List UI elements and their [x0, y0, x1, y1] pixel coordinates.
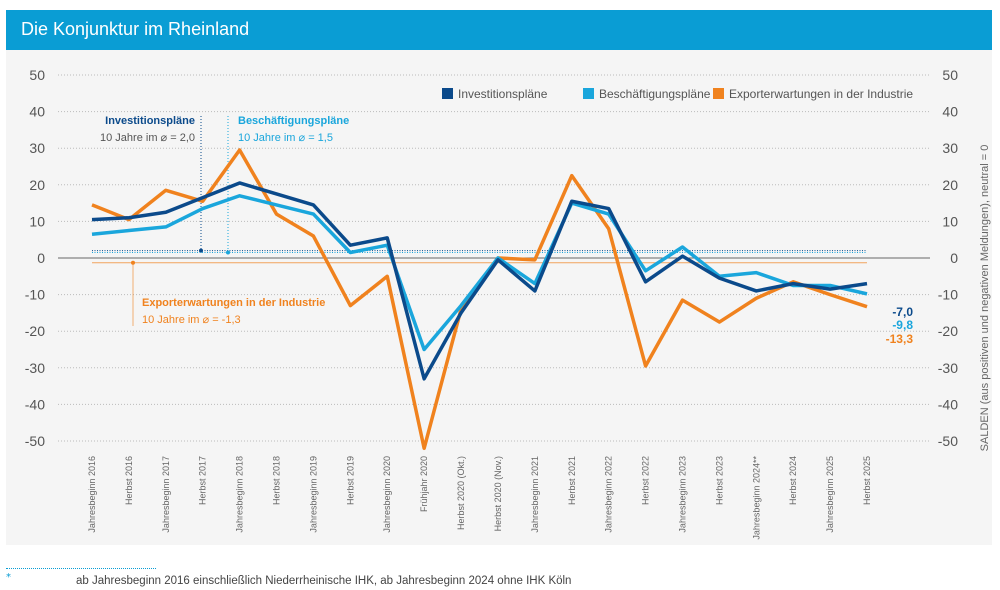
legend-swatch	[442, 88, 453, 99]
footnote-marker: *	[6, 572, 11, 583]
x-tick-label: Herbst 2019	[345, 456, 355, 505]
y-tick-left: 50	[29, 67, 45, 83]
x-tick-label: Jahresbeginn 2023	[677, 456, 687, 533]
x-tick-label: Frühjahr 2020	[419, 456, 429, 512]
x-tick-label: Jahresbeginn 2022	[604, 456, 614, 533]
x-tick-label: Herbst 2023	[714, 456, 724, 505]
x-tick-label: Herbst 2025	[862, 456, 872, 505]
legend-label: Exporterwartungen in der Industrie	[729, 87, 913, 101]
y-tick-left: -40	[25, 396, 45, 412]
annotation-title: Investitionspläne	[105, 115, 195, 127]
chart-panel	[6, 50, 992, 545]
x-tick-label: Herbst 2018	[272, 456, 282, 505]
end-value-label: -9,8	[892, 318, 913, 332]
end-value-label: -13,3	[886, 332, 914, 346]
y-tick-right: 40	[942, 104, 958, 120]
y-tick-left: 20	[29, 177, 45, 193]
legend-swatch	[713, 88, 724, 99]
y-tick-left: 10	[29, 213, 45, 229]
y-tick-right: 10	[942, 213, 958, 229]
y-tick-left: 30	[29, 140, 45, 156]
y-tick-right: -20	[938, 323, 958, 339]
annotation-title: Beschäftigungspläne	[238, 115, 349, 127]
y-tick-left: -50	[25, 433, 45, 449]
annotation-dot	[226, 250, 230, 255]
series-line-1	[91, 194, 868, 352]
y-tick-right: 0	[950, 250, 958, 266]
x-tick-label: Herbst 2022	[641, 456, 651, 505]
annotation-title: Exporterwartungen in der Industrie	[142, 297, 325, 309]
series-line-0	[91, 181, 868, 381]
x-tick-label: Herbst 2021	[567, 456, 577, 505]
legend-label: Beschäftigungspläne	[599, 87, 711, 101]
y-tick-left: -20	[25, 323, 45, 339]
footnote-text: ab Jahresbeginn 2016 einschließlich Nied…	[76, 575, 572, 587]
annotation-average: 10 Jahre im ⌀ = 1,5	[238, 132, 333, 144]
annotation-dot	[199, 248, 203, 253]
annotation-average: 10 Jahre im ⌀ = 2,0	[100, 132, 195, 144]
y-tick-left: 0	[37, 250, 45, 266]
x-tick-label: Jahresbeginn 2021	[530, 456, 540, 533]
x-tick-label: Herbst 2017	[198, 456, 208, 505]
legend-swatch	[583, 88, 594, 99]
x-tick-label: Jahresbeginn 2020	[382, 456, 392, 533]
chart-title: Die Konjunktur im Rheinland	[21, 19, 250, 39]
x-tick-label: Jahresbeginn 2017	[161, 456, 171, 533]
y-tick-right: -30	[938, 360, 958, 376]
y-tick-right: 30	[942, 140, 958, 156]
x-tick-label: Herbst 2016	[124, 456, 134, 505]
x-tick-label: Jahresbeginn 2016	[87, 456, 97, 533]
y-tick-left: -30	[25, 360, 45, 376]
x-tick-label: Herbst 2020 (Nov.)	[493, 456, 503, 531]
x-tick-label: Jahresbeginn 2019	[308, 456, 318, 533]
y-tick-right: -40	[938, 396, 958, 412]
chart-header: Die Konjunktur im Rheinland	[6, 10, 992, 50]
y-tick-right: 20	[942, 177, 958, 193]
y-tick-left: 40	[29, 104, 45, 120]
y-tick-left: -10	[25, 287, 45, 303]
x-tick-label: Herbst 2020 (Okt.)	[456, 456, 466, 530]
annotation-average: 10 Jahre im ⌀ = -1,3	[142, 314, 241, 326]
x-tick-label: Jahresbeginn 2025	[825, 456, 835, 533]
annotation-dot	[131, 260, 135, 265]
y-tick-right: -50	[938, 433, 958, 449]
end-value-label: -7,0	[892, 305, 913, 319]
x-tick-label: Jahresbeginn 2024**	[751, 456, 761, 540]
y-tick-right: -10	[938, 287, 958, 303]
legend-label: Investitionspläne	[458, 87, 548, 101]
y-tick-right: 50	[942, 67, 958, 83]
x-tick-label: Jahresbeginn 2018	[235, 456, 245, 533]
x-tick-label: Herbst 2024	[788, 456, 798, 505]
y-axis-label: SALDEN (aus positiven und negativen Meld…	[979, 145, 991, 452]
footnote-divider	[6, 568, 156, 569]
